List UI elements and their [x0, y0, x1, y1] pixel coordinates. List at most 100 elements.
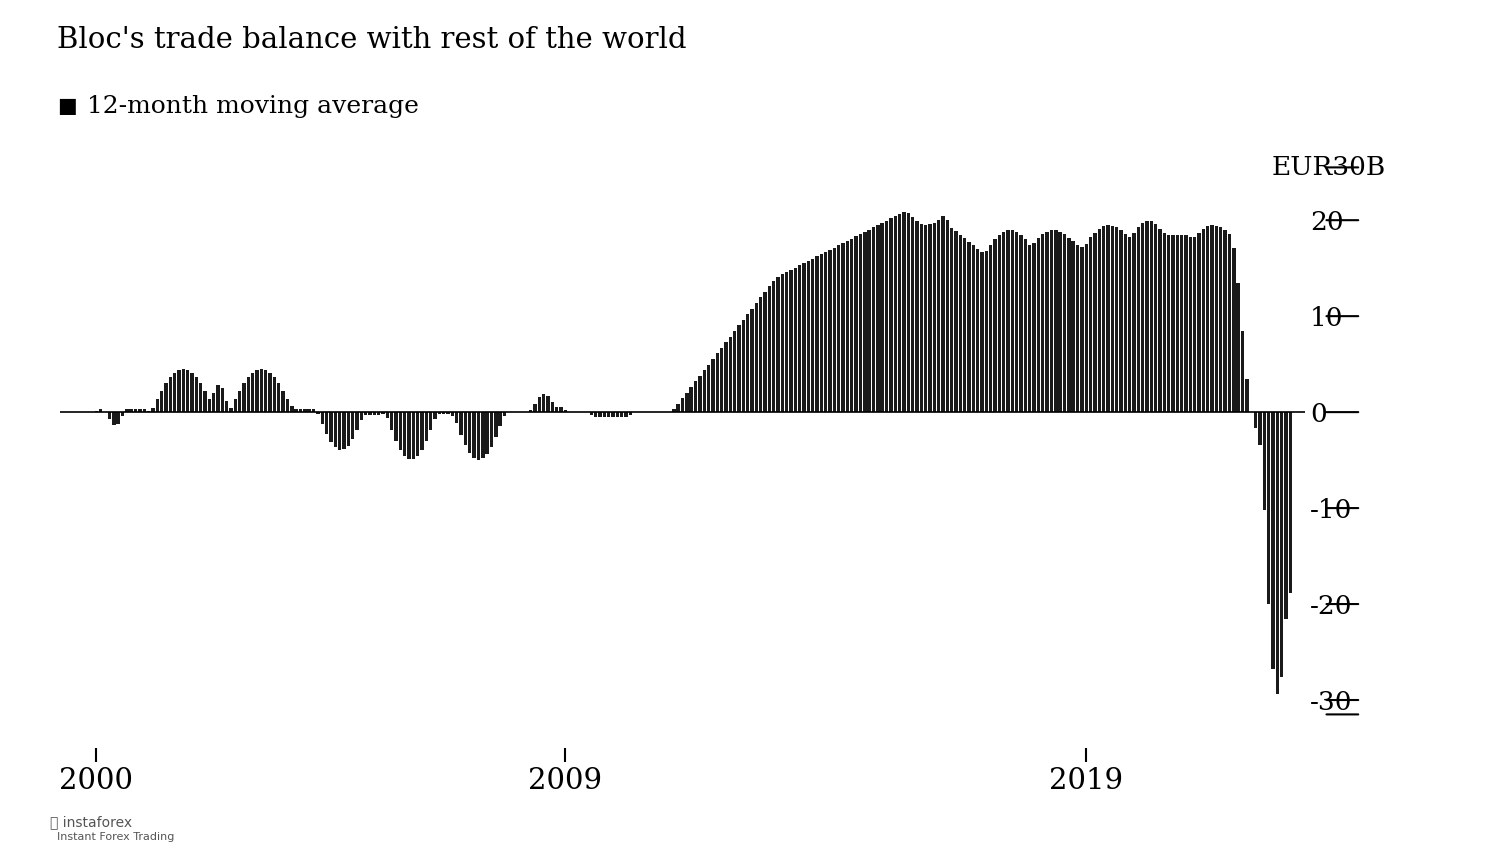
Bar	[942, 216, 945, 412]
Bar	[282, 391, 285, 412]
Text: Instant Forex Trading: Instant Forex Trading	[50, 831, 174, 842]
Bar	[251, 373, 255, 412]
Bar	[464, 412, 466, 445]
Bar	[560, 407, 562, 412]
Bar	[885, 221, 888, 412]
Bar	[846, 241, 849, 412]
Bar	[910, 218, 915, 412]
Bar	[1288, 412, 1292, 592]
Bar	[1185, 235, 1188, 412]
Bar	[819, 254, 824, 412]
Bar	[1098, 229, 1101, 412]
Bar	[326, 412, 328, 434]
Bar	[1280, 412, 1284, 677]
Bar	[1206, 226, 1209, 412]
Bar	[303, 409, 306, 412]
Bar	[186, 370, 189, 412]
Bar	[372, 412, 376, 415]
Bar	[468, 412, 471, 453]
Bar	[816, 257, 819, 412]
Bar	[555, 407, 558, 412]
Bar	[216, 384, 219, 412]
Bar	[364, 412, 368, 415]
Bar	[594, 412, 597, 416]
Bar	[338, 412, 342, 450]
Bar	[1232, 247, 1236, 412]
Bar	[938, 219, 940, 412]
Bar	[112, 412, 116, 425]
Bar	[608, 412, 610, 416]
Bar	[138, 409, 141, 412]
Bar	[734, 331, 736, 412]
Bar	[211, 394, 216, 412]
Bar	[720, 348, 723, 412]
Bar	[988, 245, 993, 412]
Bar	[933, 223, 936, 412]
Bar	[200, 383, 202, 412]
Bar	[598, 412, 602, 416]
Bar	[1128, 236, 1131, 412]
Bar	[716, 354, 718, 412]
Bar	[711, 359, 714, 412]
Bar	[676, 404, 680, 412]
Bar	[312, 409, 315, 412]
Bar	[1007, 230, 1010, 412]
Bar	[268, 373, 272, 412]
Bar	[1106, 225, 1110, 412]
Bar	[537, 397, 542, 412]
Bar	[1071, 241, 1076, 412]
Bar	[207, 399, 212, 412]
Bar	[894, 216, 897, 412]
Bar	[784, 272, 789, 412]
Bar	[1094, 233, 1096, 412]
Bar	[450, 412, 454, 416]
Bar	[482, 412, 484, 458]
Bar	[433, 412, 436, 419]
Bar	[204, 391, 207, 412]
Bar	[1036, 237, 1040, 412]
Bar	[546, 395, 549, 412]
Bar	[356, 412, 358, 430]
Bar	[741, 320, 746, 412]
Bar	[615, 412, 620, 416]
Bar	[754, 303, 758, 412]
Bar	[351, 412, 354, 439]
Bar	[915, 221, 918, 412]
Bar	[1054, 230, 1058, 412]
Bar	[1132, 233, 1136, 412]
Bar	[1220, 227, 1222, 412]
Bar	[108, 412, 111, 419]
Bar	[612, 412, 615, 416]
Bar	[298, 409, 302, 412]
Bar	[381, 412, 384, 414]
Bar	[333, 412, 338, 447]
Bar	[833, 247, 836, 412]
Bar	[342, 412, 345, 450]
Bar	[459, 412, 464, 435]
Bar	[828, 250, 833, 412]
Bar	[981, 252, 984, 412]
Text: EUR30B: EUR30B	[1272, 155, 1386, 180]
Bar	[532, 404, 537, 412]
Bar	[168, 377, 172, 412]
Bar	[321, 412, 324, 424]
Bar	[316, 412, 320, 414]
Bar	[286, 399, 290, 412]
Bar	[624, 412, 628, 416]
Bar	[686, 393, 688, 412]
Bar	[550, 402, 554, 412]
Bar	[152, 408, 154, 412]
Bar	[177, 370, 180, 412]
Bar	[234, 399, 237, 412]
Bar	[1275, 412, 1280, 694]
Bar	[1102, 226, 1106, 412]
Bar	[880, 223, 884, 412]
Bar	[1192, 237, 1197, 412]
Bar	[477, 412, 480, 460]
Bar	[122, 412, 124, 416]
Bar	[182, 369, 184, 412]
Bar	[1011, 230, 1014, 412]
Bar	[1270, 412, 1275, 669]
Bar	[498, 412, 502, 426]
Bar	[736, 326, 741, 412]
